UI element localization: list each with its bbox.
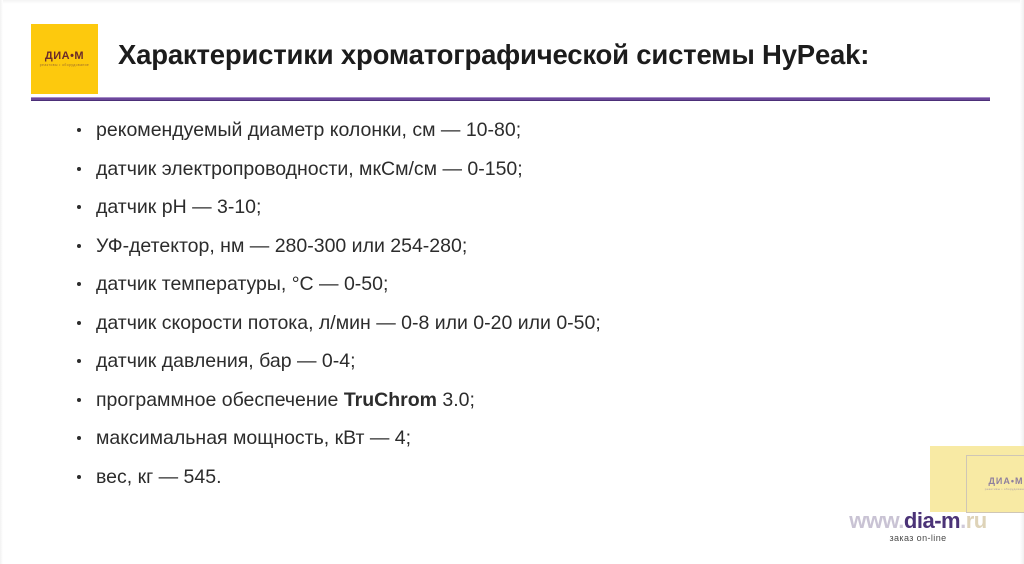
- watermark-url-dot-1: .: [898, 508, 904, 533]
- watermark-url-name: dia-m: [903, 508, 961, 533]
- list-item: датчик электропроводности, мкСм/см — 0-1…: [72, 150, 972, 189]
- watermark-yellow-box: [930, 446, 1024, 512]
- scan-edge-top: [0, 0, 1024, 4]
- bullet-dot-icon: [77, 397, 81, 402]
- list-item-text: датчик электропроводности, мкСм/см — 0-1…: [96, 157, 523, 180]
- watermark-logo-name: ДИА•М: [988, 476, 1024, 486]
- list-item-text-tail: 3.0;: [437, 388, 475, 411]
- list-item: рекомендуемый диаметр колонки, см — 10-8…: [72, 111, 972, 150]
- list-item: датчик давления, бар — 0-4;: [72, 342, 972, 381]
- list-item-text: рекомендуемый диаметр колонки, см — 10-8…: [96, 119, 522, 141]
- page-title: Характеристики хроматографической систем…: [118, 39, 870, 70]
- specification-list: рекомендуемый диаметр колонки, см — 10-8…: [72, 111, 972, 496]
- watermark-url: www.dia-m.ru: [812, 509, 1024, 532]
- company-logo-tagline: реактивы • оборудование: [39, 62, 90, 67]
- bullet-dot-icon: [77, 128, 81, 133]
- list-item: максимальная мощность, кВт — 4;: [72, 419, 972, 458]
- list-item-text: датчик скорости потока, л/мин — 0-8 или …: [96, 311, 601, 334]
- list-item-text: вес, кг — 545.: [96, 465, 222, 488]
- watermark-url-tld: ru: [965, 508, 988, 533]
- company-logo-name: ДИА•М: [44, 49, 85, 62]
- bullet-dot-icon: [77, 243, 81, 248]
- bullet-dot-icon: [77, 436, 81, 441]
- bullet-dot-icon: [77, 320, 81, 325]
- title-divider: [31, 97, 990, 101]
- list-item: датчик температуры, °С — 0-50;: [72, 265, 972, 304]
- list-item-text: датчик температуры, °С — 0-50;: [96, 273, 389, 295]
- company-logo: ДИА•М реактивы • оборудование: [31, 24, 98, 94]
- scan-edge-left: [0, 0, 3, 564]
- list-item-text: датчик давления, бар — 0-4;: [96, 350, 356, 372]
- watermark-url-www: www: [849, 508, 899, 533]
- watermark-logo-tagline: реактивы • оборудование: [984, 487, 1024, 491]
- scan-edge-right: [1020, 0, 1024, 564]
- bullet-dot-icon: [77, 474, 81, 479]
- watermark-url-dot-2: .: [960, 508, 966, 533]
- watermark-url-block: www.dia-m.ru заказ on-line: [812, 509, 1024, 543]
- list-item: вес, кг — 545.: [72, 458, 972, 497]
- list-item: датчик рН — 3-10;: [72, 188, 972, 227]
- watermark-logo: ДИА•М реактивы • оборудование: [966, 455, 1024, 513]
- list-item-text: датчик рН — 3-10;: [96, 196, 262, 218]
- list-item: датчик скорости потока, л/мин — 0-8 или …: [72, 304, 972, 343]
- list-item-emphasis: TruChrom: [343, 388, 437, 411]
- watermark-tagline: заказ on-line: [889, 533, 947, 543]
- list-item-text: УФ-детектор, нм — 280-300 или 254-280;: [96, 234, 468, 257]
- list-item: программное обеспечение TruChrom 3.0;: [72, 381, 972, 420]
- bullet-dot-icon: [77, 282, 81, 287]
- list-item: УФ-детектор, нм — 280-300 или 254-280;: [72, 227, 972, 266]
- bullet-dot-icon: [77, 166, 81, 171]
- list-item-text: максимальная мощность, кВт — 4;: [96, 427, 412, 449]
- bullet-dot-icon: [77, 205, 81, 210]
- list-item-text: программное обеспечение: [96, 388, 344, 411]
- bullet-dot-icon: [77, 359, 81, 364]
